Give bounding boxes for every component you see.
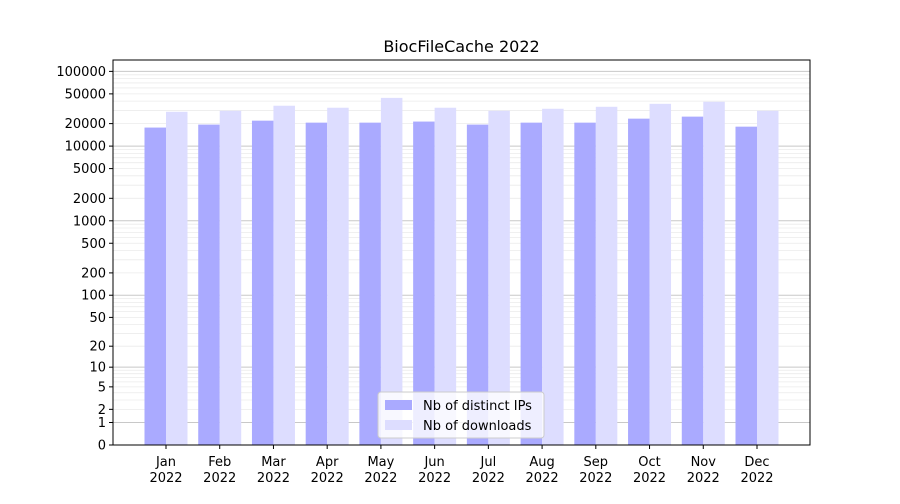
bar-ips xyxy=(251,120,274,445)
bar-ips xyxy=(413,121,435,446)
y-tick-label: 50000 xyxy=(65,87,106,102)
legend-label: Nb of downloads xyxy=(423,419,532,434)
y-tick-label: 50 xyxy=(89,311,106,326)
x-tick-label: 2022 xyxy=(149,471,182,486)
y-tick-label: 100 xyxy=(81,289,106,304)
x-tick-label: 2022 xyxy=(311,471,344,486)
plot-frame xyxy=(112,59,811,446)
bar-ips xyxy=(735,126,757,446)
bar-ips xyxy=(359,122,381,445)
bar-ips xyxy=(144,127,166,446)
y-tick-label: 200 xyxy=(81,266,106,281)
x-tick-label: 2022 xyxy=(579,471,612,486)
x-tick-label: Apr xyxy=(316,455,339,470)
bar-downloads xyxy=(380,97,403,445)
x-tick-label: 2022 xyxy=(364,471,397,486)
y-tick-label: 2000 xyxy=(73,192,106,207)
x-tick-label: Jan xyxy=(155,455,176,470)
bar-downloads xyxy=(595,106,618,445)
y-tick-label: 1000 xyxy=(73,214,106,229)
y-tick-label: 20000 xyxy=(65,117,106,132)
bar-downloads xyxy=(273,105,295,445)
x-tick-label: May xyxy=(367,455,394,470)
x-tick-label: Oct xyxy=(638,455,660,470)
bar-ips xyxy=(198,124,220,445)
x-tick-label: Aug xyxy=(529,455,554,470)
bar-ips xyxy=(574,122,596,445)
y-tick-label: 20 xyxy=(89,340,106,355)
bar-ips xyxy=(681,116,704,445)
bar-downloads xyxy=(542,108,564,446)
x-tick-label: Jun xyxy=(423,455,444,470)
y-tick-label: 10000 xyxy=(65,140,106,155)
bar-downloads xyxy=(434,107,457,445)
x-tick-label: 2022 xyxy=(418,471,451,486)
x-tick-label: Mar xyxy=(261,455,286,470)
bar-downloads xyxy=(649,103,672,445)
legend-label: Nb of distinct IPs xyxy=(423,399,532,414)
y-tick-label: 1 xyxy=(98,416,106,431)
y-tick-label: 100000 xyxy=(56,65,106,80)
bar-downloads xyxy=(488,110,510,446)
bar-downloads xyxy=(219,110,242,446)
chart-title: BiocFileCache 2022 xyxy=(383,37,539,56)
bar-ips xyxy=(520,122,543,445)
y-tick-label: 5000 xyxy=(73,162,106,177)
x-tick-label: 2022 xyxy=(203,471,236,486)
bar-downloads xyxy=(757,110,779,446)
legend xyxy=(377,391,545,439)
bar-downloads xyxy=(703,101,725,445)
legend-swatch xyxy=(385,400,412,410)
bar-ips xyxy=(305,122,328,445)
y-tick-label: 0 xyxy=(98,439,106,454)
x-tick-label: 2022 xyxy=(740,471,773,486)
y-tick-label: 500 xyxy=(81,237,106,252)
x-tick-label: Nov xyxy=(691,455,717,470)
x-tick-label: 2022 xyxy=(526,471,559,486)
bar-downloads xyxy=(166,111,188,445)
x-tick-label: 2022 xyxy=(472,471,505,486)
y-tick-label: 10 xyxy=(89,361,106,376)
x-tick-label: 2022 xyxy=(633,471,666,486)
x-tick-label: 2022 xyxy=(257,471,290,486)
x-tick-label: Sep xyxy=(584,455,609,470)
x-tick-label: 2022 xyxy=(687,471,720,486)
legend-swatch xyxy=(385,420,412,430)
x-tick-label: Jul xyxy=(480,455,497,470)
bar-ips xyxy=(466,124,489,445)
y-tick-label: 5 xyxy=(98,380,106,395)
bar-downloads xyxy=(327,107,349,445)
x-tick-label: Feb xyxy=(208,455,231,470)
x-tick-label: Dec xyxy=(744,455,769,470)
bar-ips xyxy=(628,118,650,445)
y-tick-label: 2 xyxy=(98,403,106,418)
